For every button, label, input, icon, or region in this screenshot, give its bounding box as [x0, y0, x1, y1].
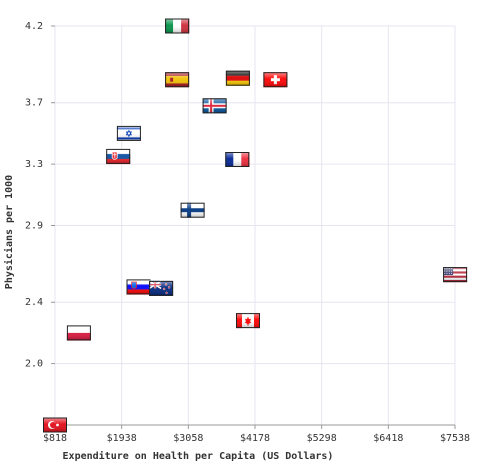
y-tick-label: 2.9 [25, 221, 43, 232]
flag-point-turkey [43, 417, 67, 433]
flag-point-switzerland [263, 72, 288, 88]
gridlines [54, 25, 456, 425]
y-tick-label: 2.0 [25, 359, 43, 370]
axes: $818 $1938 $3058 $4178 $5298 $6418 $7538 2.0 2.4… [25, 21, 470, 444]
x-tick-label: $7538 [440, 433, 470, 444]
y-tick-label: 4.2 [25, 21, 43, 32]
y-tick-label: 3.3 [25, 159, 43, 170]
flag-point-canada [236, 313, 260, 329]
flag-point-new-zealand [148, 280, 174, 296]
flag-point-slovenia [126, 279, 151, 295]
flag-point-iceland [202, 98, 227, 114]
x-tick-label: $4178 [240, 433, 270, 444]
flag-point-germany [225, 70, 250, 86]
flag-point-spain [165, 72, 190, 88]
x-axis-title: Expenditure on Health per Capita (US Dol… [63, 450, 334, 462]
x-tick-label: $1938 [107, 433, 137, 444]
x-tick-label: $3058 [173, 433, 203, 444]
flag-point-slovakia [106, 148, 131, 165]
flag-point-france [225, 152, 250, 167]
flag-point-israel [116, 125, 141, 141]
flag-point-italy [165, 18, 190, 34]
y-tick-label: 3.7 [25, 98, 43, 109]
flag-point-finland [180, 202, 205, 218]
flag-point-poland [66, 325, 91, 341]
x-tick-label: $818 [43, 433, 67, 444]
x-tick-label: $6418 [373, 433, 403, 444]
y-axis-title: Physicians per 1000 [3, 175, 15, 289]
x-tick-label: $5298 [307, 433, 337, 444]
y-tick-label: 2.4 [25, 297, 43, 308]
data-points [43, 18, 468, 433]
flag-point-usa [443, 267, 468, 283]
